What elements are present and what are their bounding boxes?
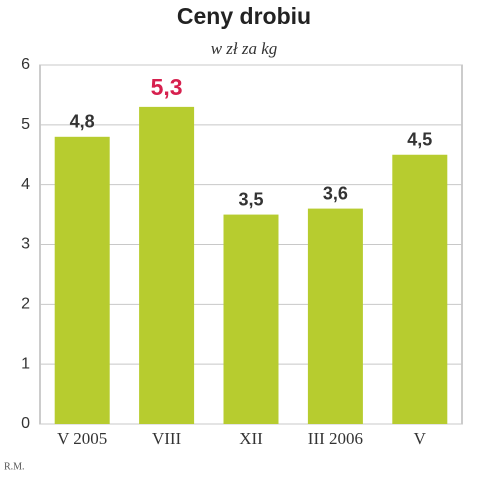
y-tick-label: 2 xyxy=(21,296,30,313)
bar xyxy=(307,208,363,424)
value-label: 4,5 xyxy=(407,130,432,150)
chart-subtitle: w zł za kg xyxy=(211,39,278,58)
y-tick-label: 6 xyxy=(21,56,30,73)
x-tick-label: V 2005 xyxy=(57,429,107,448)
value-label: 3,6 xyxy=(323,183,348,203)
bar xyxy=(139,106,195,424)
bar xyxy=(223,214,279,424)
x-tick-label: V xyxy=(414,429,427,448)
bar xyxy=(54,136,110,425)
x-tick-label: XII xyxy=(239,429,263,448)
y-tick-label: 5 xyxy=(21,116,30,133)
chart-title: Ceny drobiu xyxy=(177,3,311,29)
x-tick-label: VIII xyxy=(152,429,182,448)
value-label: 4,8 xyxy=(70,112,95,132)
value-label: 5,3 xyxy=(151,74,183,100)
y-tick-label: 3 xyxy=(21,236,30,253)
bar xyxy=(392,154,448,424)
y-tick-label: 0 xyxy=(21,415,30,432)
y-tick-label: 4 xyxy=(21,176,30,193)
x-tick-label: III 2006 xyxy=(308,429,363,448)
y-tick-label: 1 xyxy=(21,355,30,372)
value-label: 3,5 xyxy=(238,189,263,209)
source: R.M. xyxy=(4,461,25,472)
